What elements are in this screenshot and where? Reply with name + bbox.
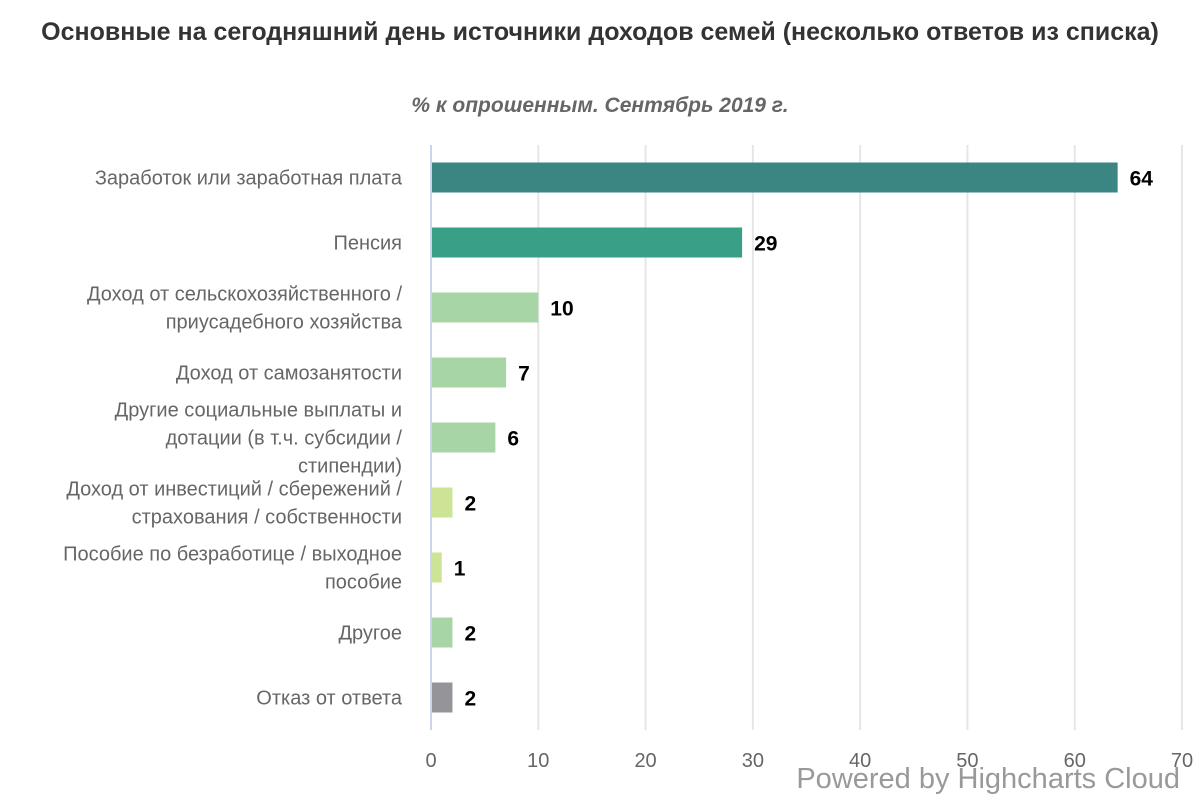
category-label: Другое [338,623,402,645]
category-label: Доход от сельскохозяйственного / приусаде… [87,284,403,334]
data-label: 10 [550,298,573,321]
data-label: 6 [507,428,519,451]
category-label-line: Доход от самозанятости [176,363,402,385]
x-tick-label: 0 [425,750,436,772]
x-tick-label: 60 [1064,750,1086,772]
category-label-line: дотации (в т.ч. субсидии / [166,428,403,450]
x-tick-label: 50 [956,750,978,772]
category-label-line: пособие [325,572,402,594]
bar[interactable] [432,227,743,258]
category-label-line: Заработок или заработная плата [95,168,403,190]
category-label-line: Пособие по безработице / выходное [63,544,402,566]
x-tick-label: 20 [634,750,656,772]
x-tick-label: 10 [527,750,549,772]
bar[interactable] [432,422,496,453]
data-label: 64 [1130,168,1154,191]
category-label-line: стипендии) [298,456,402,478]
x-tick-label: 30 [742,750,764,772]
category-label: Доход от самозанятости [176,363,402,385]
category-label-line: Доход от сельскохозяйственного / [87,284,402,306]
data-label: 29 [754,233,777,256]
category-label: Пособие по безработице / выходное пособие [63,544,402,594]
x-axis-tick-labels: 0 10 20 30 40 50 60 70 [425,750,1193,772]
bar[interactable] [432,357,507,388]
grid-lines [537,145,1183,730]
category-label-line: Доход от инвестиций / сбережений / [66,479,402,501]
bar[interactable] [432,487,453,518]
category-label-line: Другое [338,623,402,645]
x-tick-label: 70 [1171,750,1193,772]
category-label: Пенсия [333,233,402,255]
category-label: Доход от инвестиций / сбережений / страхо… [66,479,402,529]
category-label-line: Другие социальные выплаты и [115,400,402,422]
data-label: 2 [464,688,476,711]
bar[interactable] [432,617,453,648]
bar[interactable] [432,162,1118,193]
credits-link[interactable]: Powered by Highcharts Cloud [796,763,1180,795]
data-label: 7 [518,363,530,386]
x-tick-label: 40 [849,750,871,772]
category-labels: Заработок или заработная плата Пенсия Дохо… [63,168,403,710]
bars [432,162,1118,713]
data-label: 1 [454,558,466,581]
category-label-line: Пенсия [333,233,402,255]
category-label-line: страхования / собственности [132,507,402,529]
chart-subtitle: % к опрошенным. Сентябрь 2019 г. [411,94,789,117]
data-label: 2 [464,623,476,646]
data-labels: 64 29 10 7 6 2 1 2 2 [454,168,1154,711]
category-label: Отказ от ответа [256,688,403,710]
category-label-line: приусадебного хозяйства [166,312,403,334]
category-label: Заработок или заработная плата [95,168,403,190]
category-label: Другие социальные выплаты и дотации (в т.… [115,400,403,478]
category-label-line: Отказ от ответа [256,688,403,710]
bar[interactable] [432,552,442,583]
data-label: 2 [464,493,476,516]
chart-title: Основные на сегодняшний день источники д… [41,18,1159,46]
bar[interactable] [432,292,539,323]
bar[interactable] [432,682,453,713]
